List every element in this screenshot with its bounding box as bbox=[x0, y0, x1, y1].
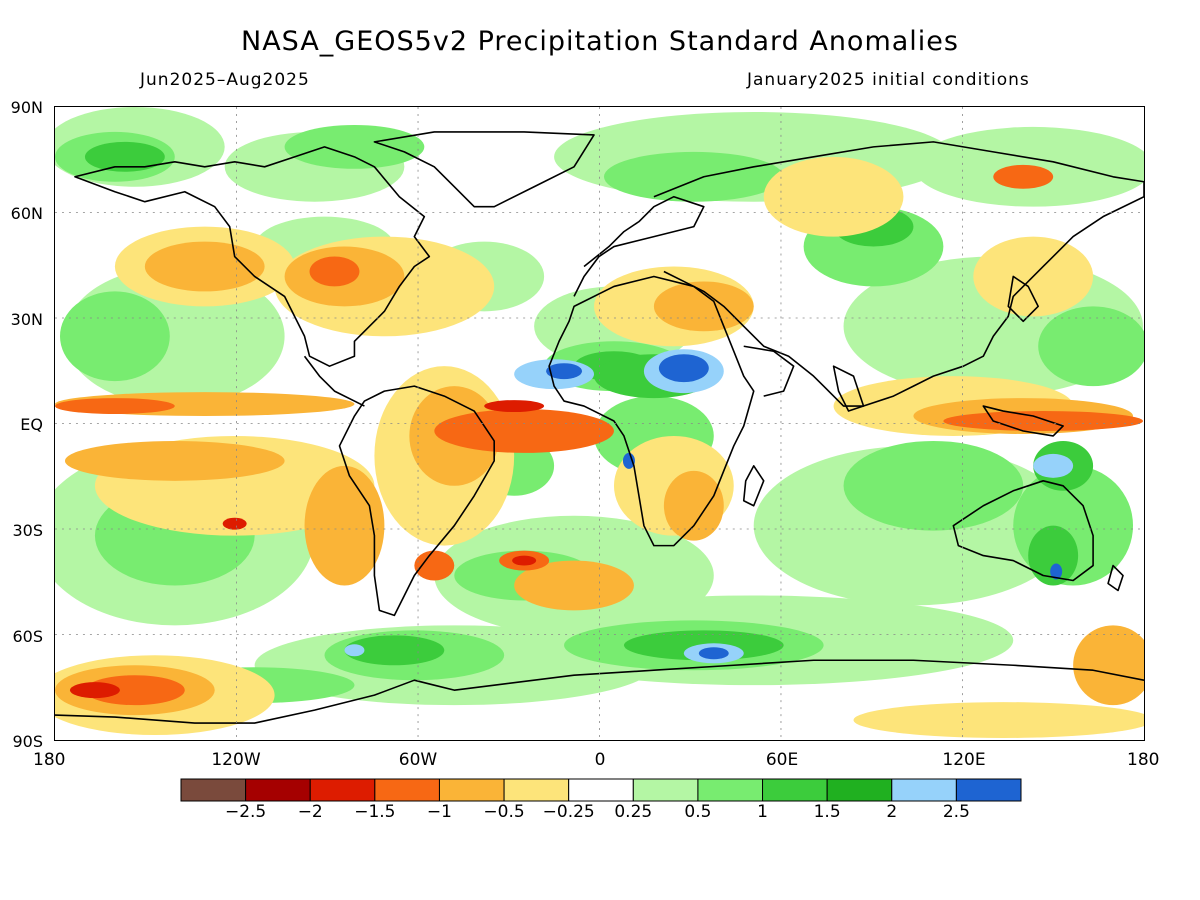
colorbar-tick-label: −1.5 bbox=[354, 802, 396, 822]
colorbar-tick-label: 1.5 bbox=[813, 802, 841, 822]
colorbar bbox=[180, 778, 1022, 802]
lon-label-180e: 180 bbox=[1127, 750, 1160, 770]
colorbar-swatch bbox=[826, 778, 893, 802]
colorbar-tick-label: 1 bbox=[757, 802, 768, 822]
colorbar-swatch bbox=[245, 778, 311, 802]
colorbar-swatch bbox=[762, 778, 828, 802]
colorbar-tick-label: −2.5 bbox=[224, 802, 267, 822]
colorbar-swatch bbox=[503, 778, 570, 802]
colorbar-tick-label: 0.25 bbox=[614, 802, 653, 822]
lon-label-0: 0 bbox=[594, 750, 606, 770]
colorbar-tick-label: 2.5 bbox=[942, 802, 970, 822]
lat-label-90s: 90S bbox=[12, 732, 43, 751]
lon-label-60w: 60W bbox=[398, 750, 438, 770]
colorbar-tick-label: −2 bbox=[297, 802, 323, 822]
lat-label-60n: 60N bbox=[10, 204, 43, 223]
precipitation-anomaly-map bbox=[54, 106, 1145, 741]
colorbar-swatch bbox=[955, 778, 1022, 802]
colorbar-swatch bbox=[891, 778, 957, 802]
lat-label-60s: 60S bbox=[12, 627, 43, 646]
lat-label-eq: EQ bbox=[20, 415, 43, 434]
colorbar-tick-label: −1 bbox=[426, 802, 452, 822]
colorbar-swatch bbox=[632, 778, 699, 802]
lon-label-180w: 180 bbox=[33, 750, 66, 770]
lat-label-30s: 30S bbox=[12, 521, 43, 540]
colorbar-tick-label: −0.25 bbox=[542, 802, 595, 822]
colorbar-tick-label: 2 bbox=[886, 802, 898, 822]
lat-label-90n: 90N bbox=[10, 98, 43, 117]
colorbar-swatch bbox=[697, 778, 764, 802]
lon-label-120w: 120W bbox=[211, 750, 261, 770]
coastlines bbox=[55, 131, 1144, 724]
colorbar-swatch bbox=[374, 778, 440, 802]
lon-label-120e: 120E bbox=[942, 750, 986, 770]
initial-conditions-label: January2025 initial conditions bbox=[747, 70, 1030, 90]
lon-label-60e: 60E bbox=[765, 750, 799, 770]
colorbar-swatch bbox=[309, 778, 376, 802]
forecast-period: Jun2025–Aug2025 bbox=[140, 70, 310, 90]
colorbar-swatch bbox=[180, 778, 247, 802]
colorbar-swatch bbox=[568, 778, 634, 802]
lat-label-30n: 30N bbox=[10, 310, 43, 329]
colorbar-tick-label: 0.5 bbox=[684, 802, 712, 822]
graticule bbox=[55, 107, 1144, 740]
chart-title: NASA_GEOS5v2 Precipitation Standard Anom… bbox=[241, 26, 959, 57]
colorbar-swatch bbox=[438, 778, 505, 802]
colorbar-tick-label: −0.5 bbox=[483, 802, 525, 822]
